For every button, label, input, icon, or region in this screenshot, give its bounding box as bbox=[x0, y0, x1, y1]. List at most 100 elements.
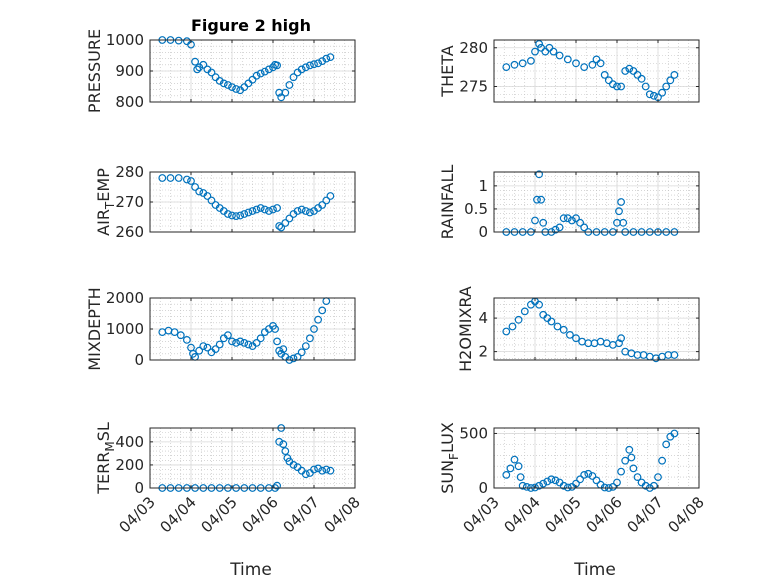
data-point bbox=[301, 63, 310, 72]
data-point bbox=[289, 354, 298, 363]
y-tick-label: 2 bbox=[478, 343, 488, 361]
y-tick-label: 260 bbox=[115, 223, 144, 241]
data-point bbox=[535, 300, 543, 309]
data-point bbox=[539, 218, 548, 227]
y-axis-label: H2OMIXRA bbox=[456, 286, 475, 372]
data-point bbox=[232, 339, 241, 347]
data-point bbox=[281, 219, 290, 227]
y-tick-label: 275 bbox=[459, 78, 488, 96]
data-point bbox=[522, 483, 531, 491]
data-point bbox=[273, 204, 282, 212]
y-axis-label: TERRMSL bbox=[94, 422, 117, 495]
data-point bbox=[508, 322, 517, 331]
data-point bbox=[625, 445, 634, 454]
data-point bbox=[572, 59, 580, 68]
data-point bbox=[547, 475, 556, 484]
data-point bbox=[588, 472, 597, 480]
data-point bbox=[182, 336, 191, 344]
y-tick-label: 270 bbox=[115, 193, 144, 211]
data-point bbox=[662, 440, 671, 449]
data-point bbox=[617, 467, 625, 476]
data-point bbox=[252, 339, 261, 347]
y-tick-label: 1000 bbox=[106, 320, 144, 338]
data-point bbox=[559, 325, 568, 334]
data-point bbox=[215, 340, 224, 349]
y-tick-label: 1 bbox=[478, 177, 488, 195]
data-point bbox=[326, 192, 335, 200]
data-point bbox=[572, 214, 580, 223]
y-tick-label: 4 bbox=[478, 309, 488, 327]
data-point bbox=[617, 198, 625, 206]
x-tick-label: 04/03 bbox=[116, 493, 159, 536]
data-point bbox=[199, 342, 208, 351]
data-point bbox=[228, 83, 236, 91]
x-axis-label-left: Time bbox=[229, 560, 272, 580]
data-point bbox=[215, 76, 224, 85]
axes-box bbox=[493, 171, 700, 233]
data-point bbox=[277, 93, 286, 102]
data-point bbox=[633, 473, 642, 482]
data-point bbox=[555, 51, 564, 60]
data-point bbox=[314, 59, 323, 68]
data-point bbox=[551, 225, 560, 234]
data-point bbox=[662, 82, 671, 91]
data-point bbox=[627, 453, 636, 462]
data-point bbox=[555, 223, 564, 232]
y-tick-label: 0.5 bbox=[464, 200, 488, 218]
data-point bbox=[265, 207, 273, 215]
data-point bbox=[285, 214, 294, 223]
data-point bbox=[228, 337, 236, 346]
data-point bbox=[260, 67, 269, 76]
y-axis-label: SUNFLUX bbox=[438, 422, 461, 494]
data-point bbox=[207, 196, 216, 205]
data-point bbox=[297, 205, 306, 214]
axes-box bbox=[493, 297, 700, 361]
data-point bbox=[537, 43, 545, 52]
data-point bbox=[269, 205, 277, 214]
data-point bbox=[609, 483, 617, 491]
data-point bbox=[645, 90, 654, 99]
data-point bbox=[244, 340, 253, 349]
data-point bbox=[539, 479, 548, 488]
data-point bbox=[322, 54, 331, 63]
data-point bbox=[615, 207, 623, 216]
data-point bbox=[518, 481, 527, 490]
data-point bbox=[580, 223, 589, 232]
data-point bbox=[223, 210, 232, 218]
data-point bbox=[285, 81, 294, 89]
data-point bbox=[256, 334, 265, 343]
data-point bbox=[279, 345, 288, 354]
x-tick-label: 04/05 bbox=[198, 493, 241, 536]
data-point bbox=[592, 55, 601, 64]
data-point bbox=[670, 70, 679, 79]
data-point bbox=[195, 63, 204, 72]
x-tick-label: 04/08 bbox=[665, 493, 708, 536]
data-point bbox=[568, 216, 576, 225]
data-point bbox=[641, 82, 650, 91]
data-point bbox=[318, 306, 327, 315]
data-point bbox=[256, 69, 265, 78]
data-point bbox=[301, 470, 310, 479]
data-point bbox=[273, 337, 282, 346]
y-axis-label: RAINFALL bbox=[438, 165, 457, 240]
data-point bbox=[502, 471, 511, 479]
data-point bbox=[207, 68, 216, 77]
data-point bbox=[559, 481, 568, 490]
data-point bbox=[281, 88, 290, 97]
data-point bbox=[326, 53, 335, 61]
data-point bbox=[650, 91, 658, 100]
y-tick-label: 0 bbox=[478, 223, 488, 241]
data-point bbox=[572, 334, 580, 343]
data-point bbox=[211, 345, 220, 354]
x-tick-label: 04/06 bbox=[583, 493, 626, 536]
x-tick-label: 04/06 bbox=[239, 493, 282, 536]
data-point bbox=[166, 174, 175, 182]
subplot-rainfall: 0 0.5 1 RAINFALL bbox=[438, 165, 700, 241]
x-tick-label: 04/08 bbox=[321, 493, 364, 536]
